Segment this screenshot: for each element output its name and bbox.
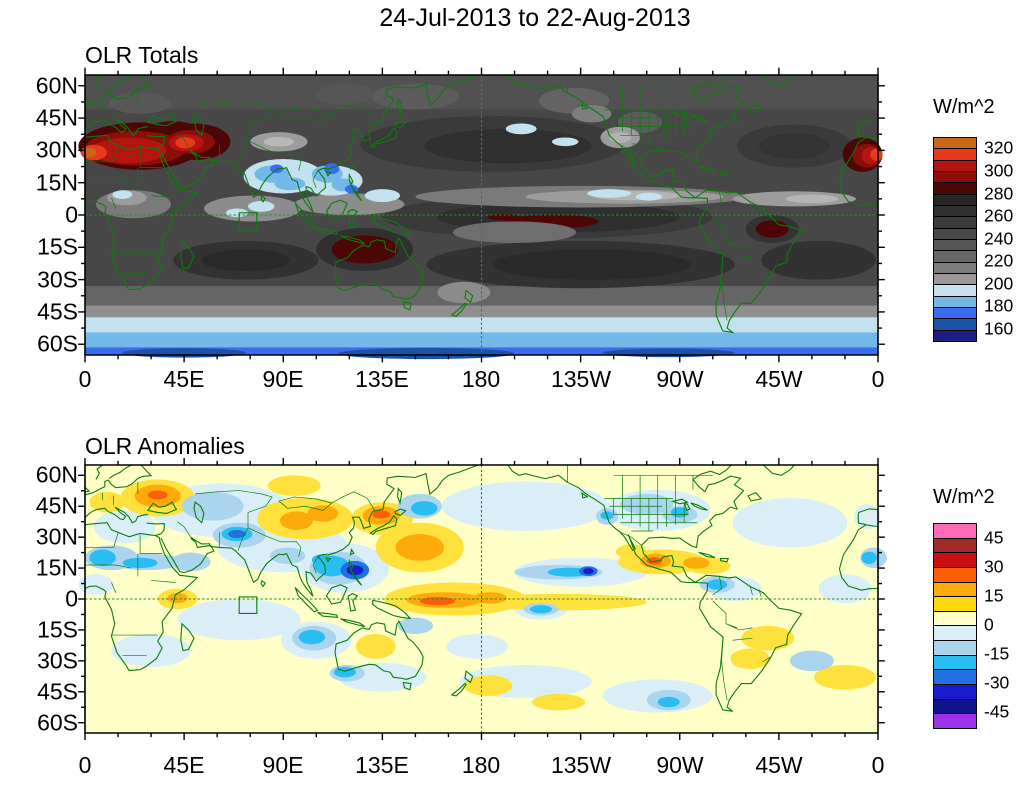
x-tick-label: 135E bbox=[355, 752, 409, 778]
y-tick-label: 60N bbox=[35, 461, 78, 488]
x-tick-label: 180 bbox=[461, 366, 501, 392]
colorbar-cell bbox=[934, 553, 976, 568]
colorbar-tick-label: 220 bbox=[984, 250, 1014, 271]
colorbar-cell bbox=[934, 567, 976, 583]
colorbar-cell bbox=[934, 685, 976, 700]
colorbar-tick-label: -15 bbox=[984, 643, 1010, 664]
colorbar-cell bbox=[934, 699, 976, 715]
olr-anomalies-map bbox=[85, 465, 887, 733]
colorbar-tick-label: 15 bbox=[984, 585, 1004, 606]
y-tick-label: 30S bbox=[37, 647, 78, 674]
colorbar-anomalies bbox=[933, 523, 977, 729]
colorbar-tick-label: 30 bbox=[984, 556, 1004, 577]
colorbar-totals bbox=[933, 137, 977, 342]
olr-anomalies-map-canvas bbox=[85, 465, 887, 733]
y-tick-label: 0 bbox=[65, 201, 78, 228]
colorbar-tick-label: 180 bbox=[984, 295, 1014, 316]
colorbar-cell bbox=[934, 251, 976, 263]
y-tick-label: 15N bbox=[35, 169, 78, 196]
y-tick-label: 30N bbox=[35, 136, 78, 163]
colorbar-tick-label: 200 bbox=[984, 273, 1014, 294]
y-tick-label: 60S bbox=[37, 709, 78, 736]
x-tick-label: 0 bbox=[78, 752, 92, 778]
x-tick-label: 90W bbox=[656, 366, 704, 392]
x-tick-label: 45W bbox=[755, 366, 803, 392]
colorbar-title: W/m^2 bbox=[933, 96, 995, 118]
colorbar-cell bbox=[934, 307, 976, 320]
y-tick-label: 45S bbox=[37, 678, 78, 705]
y-tick-label: 30N bbox=[35, 523, 78, 550]
colorbar-tick-label: 300 bbox=[984, 160, 1014, 181]
colorbar-cell bbox=[934, 138, 976, 150]
colorbar-tick-label: 240 bbox=[984, 228, 1014, 249]
x-tick-label: 135W bbox=[550, 752, 612, 778]
y-tick-label: 15S bbox=[37, 233, 78, 260]
colorbar-cell bbox=[934, 296, 976, 308]
colorbar-cell bbox=[934, 582, 976, 598]
colorbar-cell bbox=[934, 239, 976, 252]
y-tick-label: 30S bbox=[37, 266, 78, 293]
colorbar-cell bbox=[934, 183, 976, 195]
colorbar-cell bbox=[934, 714, 976, 728]
colorbar-cell bbox=[934, 655, 976, 671]
x-tick-label: 90E bbox=[262, 366, 304, 392]
x-tick-label: 180 bbox=[461, 752, 501, 778]
colorbar-cell bbox=[934, 228, 976, 240]
x-tick-label: 0 bbox=[871, 752, 885, 778]
y-tick-label: 60S bbox=[37, 330, 78, 357]
colorbar-cell bbox=[934, 285, 976, 297]
y-tick-label: 15N bbox=[35, 554, 78, 581]
y-tick-label: 60N bbox=[35, 72, 78, 99]
colorbar-title: W/m^2 bbox=[933, 486, 995, 508]
x-tick-label: 0 bbox=[78, 366, 92, 392]
panel-title-olr-anomalies: OLR Anomalies bbox=[85, 433, 245, 459]
y-tick-label: 0 bbox=[65, 585, 78, 612]
colorbar-tick-label: 0 bbox=[984, 614, 994, 635]
colorbar-tick-label: 160 bbox=[984, 318, 1014, 339]
colorbar-cell bbox=[934, 524, 976, 539]
x-tick-label: 135W bbox=[550, 366, 612, 392]
olr-totals-map-canvas bbox=[85, 75, 878, 355]
colorbar-tick-label: 280 bbox=[984, 183, 1014, 203]
panel-title-olr-totals: OLR Totals bbox=[85, 42, 199, 68]
x-tick-label: 45W bbox=[755, 752, 803, 778]
x-tick-label: 90W bbox=[656, 752, 704, 778]
olr-totals-map bbox=[85, 75, 878, 355]
colorbar-tick-label: -45 bbox=[984, 701, 1010, 722]
main-title: 24-Jul-2013 to 22-Aug-2013 bbox=[379, 4, 691, 32]
y-tick-label: 45N bbox=[35, 492, 78, 519]
x-tick-label: 45E bbox=[163, 366, 205, 392]
colorbar-cell bbox=[934, 160, 976, 172]
x-tick-label: 45E bbox=[163, 752, 205, 778]
y-tick-label: 45N bbox=[35, 104, 78, 131]
colorbar-cell bbox=[934, 217, 976, 229]
colorbar-cell bbox=[934, 149, 976, 161]
colorbar-cell bbox=[934, 319, 976, 331]
colorbar-cell bbox=[934, 262, 976, 274]
colorbar-cell bbox=[934, 670, 976, 686]
y-tick-label: 45S bbox=[37, 298, 78, 325]
colorbar-cell bbox=[934, 641, 976, 656]
olr-totals-field bbox=[78, 75, 883, 360]
x-tick-label: 0 bbox=[871, 366, 885, 392]
colorbar-cell bbox=[934, 205, 976, 218]
y-tick-label: 15S bbox=[37, 616, 78, 643]
colorbar-tick-label: -30 bbox=[984, 672, 1010, 693]
colorbar-cell bbox=[934, 626, 976, 642]
colorbar-cell bbox=[934, 194, 976, 206]
colorbar-cell bbox=[934, 611, 976, 627]
colorbar-tick-label: 260 bbox=[984, 205, 1014, 226]
colorbar-cell bbox=[934, 597, 976, 612]
x-tick-label: 90E bbox=[262, 752, 304, 778]
colorbar-tick-label: 320 bbox=[984, 137, 1014, 158]
colorbar-cell bbox=[934, 171, 976, 184]
colorbar-cell bbox=[934, 330, 976, 341]
colorbar-tick-label: 45 bbox=[984, 527, 1004, 548]
colorbar-cell bbox=[934, 538, 976, 554]
colorbar-cell bbox=[934, 273, 976, 286]
x-tick-label: 135E bbox=[355, 366, 409, 392]
